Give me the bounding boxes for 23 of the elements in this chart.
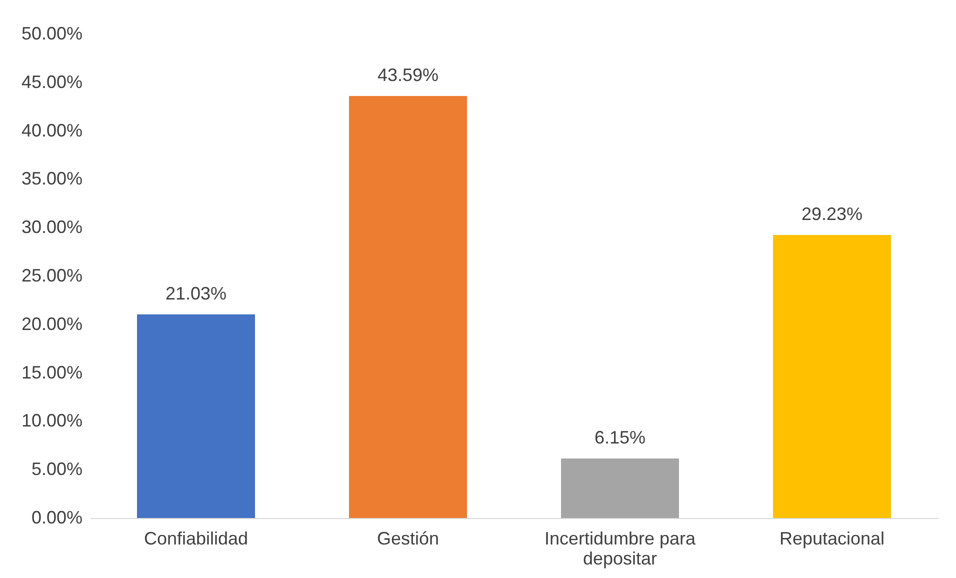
data-label: 29.23% xyxy=(801,204,863,224)
bar xyxy=(137,314,255,518)
y-tick-label: 10.00% xyxy=(21,410,82,431)
x-tick-label: Reputacional xyxy=(779,528,885,548)
y-tick-label: 30.00% xyxy=(21,217,82,238)
y-tick-label: 15.00% xyxy=(21,362,82,382)
y-tick-label: 25.00% xyxy=(21,266,82,286)
y-tick-label: 20.00% xyxy=(21,314,82,334)
bar xyxy=(561,458,679,518)
data-label: 43.59% xyxy=(377,65,439,86)
x-tick-label: Incertidumbre para depositar xyxy=(544,528,697,568)
data-label: 21.03% xyxy=(165,283,227,304)
y-tick-label: 45.00% xyxy=(21,72,82,92)
y-tick-label: 0.00% xyxy=(31,508,82,528)
bar xyxy=(773,235,891,518)
bar xyxy=(349,96,467,518)
x-tick-label: Confiabilidad xyxy=(144,528,248,548)
x-tick-label: Gestión xyxy=(376,528,440,548)
y-tick-label: 35.00% xyxy=(21,168,82,189)
data-label: 6.15% xyxy=(594,427,646,448)
y-tick-label: 40.00% xyxy=(21,120,82,140)
y-tick-label: 5.00% xyxy=(31,459,82,480)
y-tick-label: 50.00% xyxy=(21,24,82,44)
